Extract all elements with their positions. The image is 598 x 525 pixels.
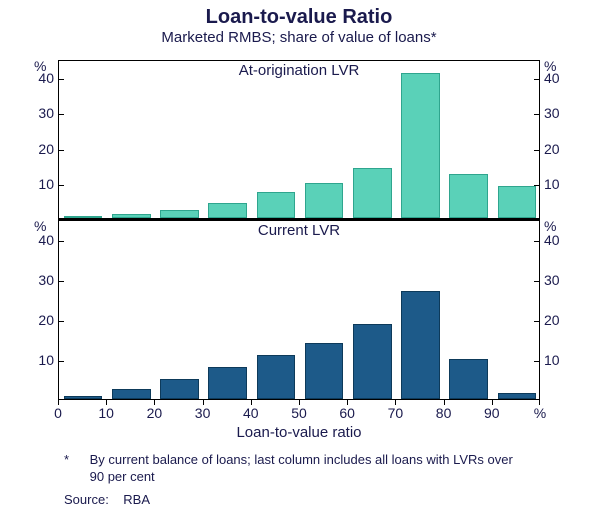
footnote: * By current balance of loans; last colu…	[64, 452, 536, 486]
bar	[112, 389, 151, 399]
y-tick-mark	[534, 281, 539, 282]
x-tick-label: 90	[477, 405, 507, 421]
bar	[401, 291, 440, 399]
y-tick-mark	[534, 241, 539, 242]
y-tick-label-right: 20	[544, 312, 560, 328]
bar	[449, 174, 488, 218]
y-tick-label-left: 20	[28, 312, 54, 328]
chart-title: Loan-to-value Ratio	[0, 0, 598, 29]
x-tick-label: 20	[139, 405, 169, 421]
x-tick-label: 0	[43, 405, 73, 421]
x-tick-label: 10	[91, 405, 121, 421]
bar	[257, 355, 296, 399]
y-tick-mark	[59, 321, 64, 322]
bar	[257, 192, 296, 218]
x-unit: %	[525, 405, 555, 421]
bar	[208, 367, 247, 399]
bar	[449, 359, 488, 399]
chart-subtitle: Marketed RMBS; share of value of loans*	[0, 29, 598, 46]
x-tick-label: 40	[236, 405, 266, 421]
bottom-panel-plot	[58, 220, 540, 400]
bar	[353, 168, 392, 218]
y-tick-mark	[59, 281, 64, 282]
y-tick-mark	[59, 185, 64, 186]
y-tick-mark	[534, 150, 539, 151]
y-tick-label-left: 40	[28, 232, 54, 248]
bar	[305, 183, 344, 218]
top-panel-plot	[58, 60, 540, 220]
y-unit-left: %	[34, 218, 46, 234]
y-tick-label-right: 20	[544, 141, 560, 157]
y-tick-mark	[534, 361, 539, 362]
x-tick-label: 30	[188, 405, 218, 421]
y-tick-mark	[534, 321, 539, 322]
y-tick-label-right: 10	[544, 352, 560, 368]
bar	[160, 379, 199, 399]
bar	[160, 210, 199, 218]
footnote-text: By current balance of loans; last column…	[90, 452, 520, 486]
bar	[64, 216, 103, 218]
y-tick-label-left: 30	[28, 272, 54, 288]
source-value: RBA	[123, 492, 150, 507]
x-tick-label: 70	[380, 405, 410, 421]
y-unit-right: %	[544, 58, 556, 74]
y-tick-label-left: 30	[28, 105, 54, 121]
y-tick-mark	[59, 150, 64, 151]
bar	[305, 343, 344, 399]
x-axis-label: Loan-to-value ratio	[58, 424, 540, 441]
y-tick-mark	[534, 114, 539, 115]
bottom-panel-title: Current LVR	[58, 222, 540, 239]
bar	[112, 214, 151, 218]
y-tick-mark	[59, 241, 64, 242]
y-tick-label-right: 10	[544, 176, 560, 192]
y-tick-label-right: 30	[544, 105, 560, 121]
x-tick-label: 60	[332, 405, 362, 421]
y-tick-label-right: 30	[544, 272, 560, 288]
y-tick-label-right: 40	[544, 232, 560, 248]
y-tick-label-left: 20	[28, 141, 54, 157]
y-unit-left: %	[34, 58, 46, 74]
bar	[498, 186, 537, 218]
x-tick-label: 50	[284, 405, 314, 421]
y-tick-label-left: 10	[28, 352, 54, 368]
y-tick-mark	[59, 361, 64, 362]
y-tick-mark	[59, 114, 64, 115]
bar	[401, 73, 440, 218]
chart-container: Loan-to-value Ratio Marketed RMBS; share…	[0, 0, 598, 525]
top-panel-title: At-origination LVR	[58, 62, 540, 79]
y-tick-mark	[534, 185, 539, 186]
bar	[353, 324, 392, 399]
bar	[64, 396, 103, 399]
bar	[498, 393, 537, 399]
source-line: Source: RBA	[64, 492, 150, 507]
source-label: Source:	[64, 492, 109, 507]
bar	[208, 203, 247, 218]
y-unit-right: %	[544, 218, 556, 234]
x-tick-label: 80	[429, 405, 459, 421]
y-tick-label-left: 10	[28, 176, 54, 192]
footnote-marker: *	[64, 452, 86, 469]
